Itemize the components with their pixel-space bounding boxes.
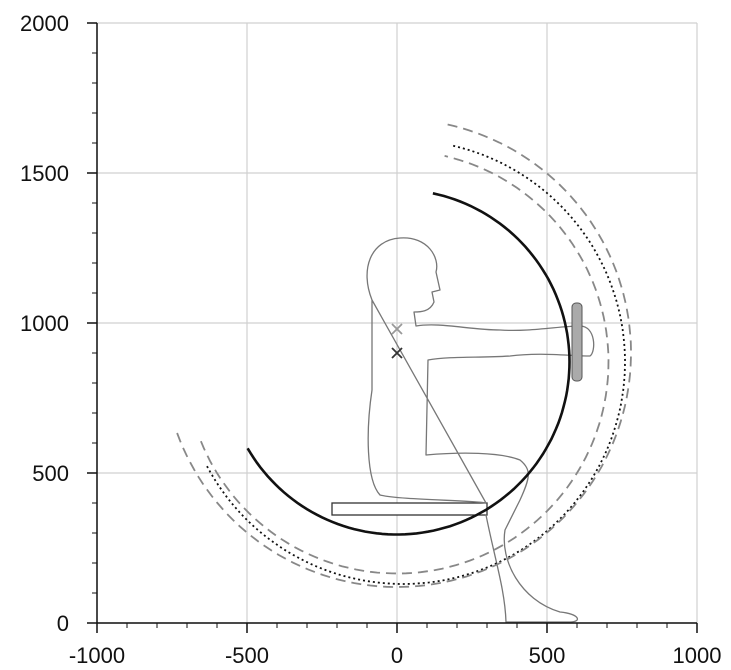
reach-arc — [176, 123, 632, 588]
marker — [391, 323, 403, 335]
x-tick-label: 0 — [391, 643, 403, 668]
y-tick-label: 500 — [32, 461, 69, 486]
x-tick-label: -1000 — [69, 643, 125, 668]
y-tick-label: 1500 — [20, 161, 69, 186]
reach-arc — [246, 192, 571, 536]
reach-arc — [200, 155, 610, 575]
body-outline — [366, 237, 595, 623]
x-tick-label: -500 — [225, 643, 269, 668]
human-figure — [331, 237, 595, 623]
x-tick-label: 500 — [529, 643, 566, 668]
y-tick-label: 2000 — [20, 11, 69, 36]
marker — [391, 347, 403, 359]
x-tick-label: 1000 — [673, 643, 722, 668]
handle — [571, 302, 583, 382]
seat — [331, 502, 488, 516]
y-tick-label: 0 — [57, 611, 69, 636]
y-tick-label: 1000 — [20, 311, 69, 336]
